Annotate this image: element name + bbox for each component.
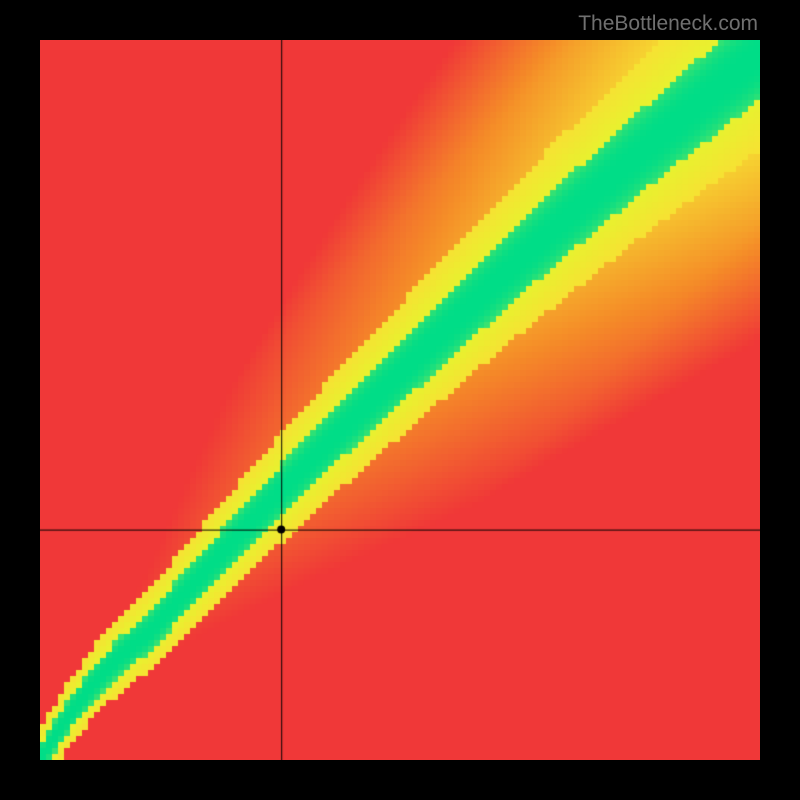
bottleneck-heatmap <box>40 40 760 760</box>
chart-container: TheBottleneck.com <box>0 0 800 800</box>
watermark-text: TheBottleneck.com <box>578 12 758 36</box>
